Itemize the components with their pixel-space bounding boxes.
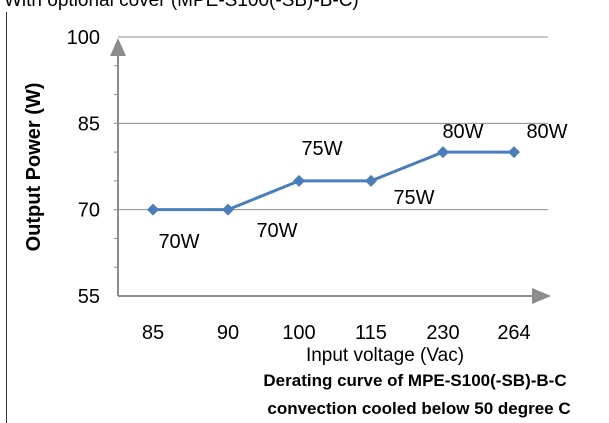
data-label: 80W	[526, 121, 567, 143]
data-point-marker	[147, 203, 159, 216]
x-tick-label: 264	[497, 322, 530, 344]
data-point-marker	[437, 146, 449, 159]
x-axis-arrowhead	[532, 288, 551, 304]
y-axis-arrowhead	[110, 38, 126, 56]
data-point-marker	[508, 146, 520, 159]
frame-left-border	[6, 12, 7, 423]
y-tick-label: 70	[78, 200, 100, 222]
y-axis-title: Output Power (W)	[23, 83, 45, 252]
data-label: 75W	[301, 138, 342, 160]
data-label: 80W	[442, 121, 483, 143]
x-tick-label: 90	[217, 322, 239, 344]
y-tick-label: 55	[78, 286, 100, 308]
data-label: 70W	[256, 220, 297, 242]
x-tick-label: 100	[282, 322, 315, 344]
x-axis-title: Input voltage (Vac)	[306, 345, 464, 366]
data-label: 75W	[393, 187, 434, 209]
data-label: 70W	[158, 231, 199, 253]
y-tick-label: 85	[78, 113, 100, 135]
y-tick-label: 100	[67, 27, 100, 49]
x-tick-label: 115	[355, 322, 387, 344]
x-tick-label: 85	[142, 322, 164, 344]
series-line	[153, 150, 514, 212]
top-caption: With optional cover (MPE-S100(-SB)-B-C)	[4, 0, 359, 11]
data-point-marker	[222, 203, 234, 216]
data-point-marker	[293, 174, 305, 187]
chart-title-line: convection cooled below 50 degree C	[267, 399, 570, 418]
data-point-marker	[365, 174, 377, 187]
chart-title-line: Derating curve of MPE-S100(-SB)-B-C	[263, 371, 566, 390]
x-tick-label: 230	[426, 322, 459, 344]
